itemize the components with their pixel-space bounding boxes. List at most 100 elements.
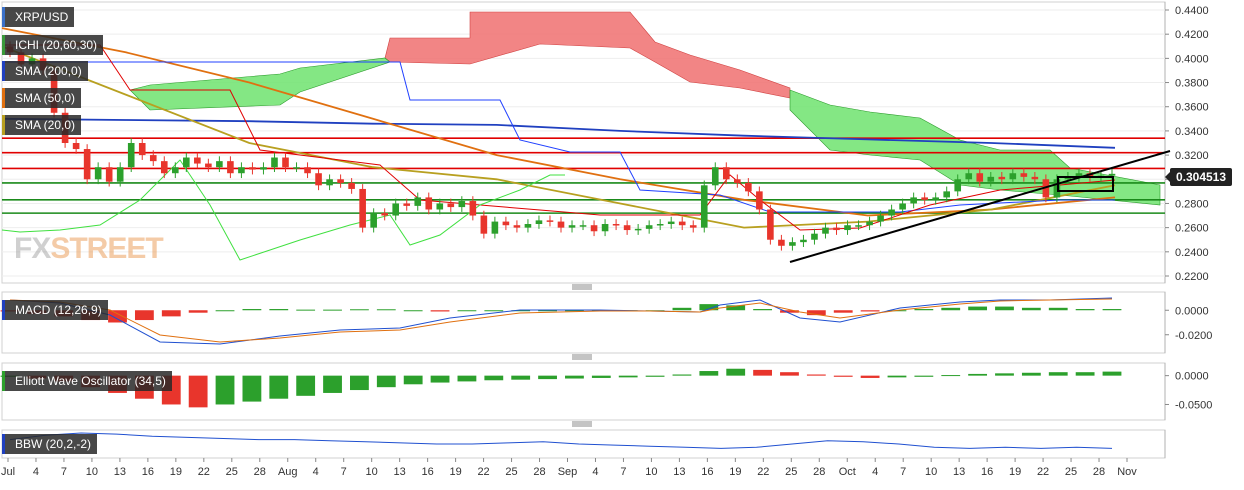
candle-body-1 — [17, 52, 25, 65]
candle-body-54 — [601, 224, 609, 232]
candle-body-34 — [381, 213, 388, 216]
macd-bar-38 — [1021, 307, 1041, 311]
candle-body-29 — [326, 179, 333, 186]
candle-body-60 — [667, 221, 675, 225]
watermark-fx: FX — [14, 232, 51, 265]
macd-bar-13 — [350, 309, 369, 311]
ewo-bar-27 — [726, 368, 746, 376]
macd-bar-39 — [1048, 307, 1068, 311]
candle-body-93 — [1031, 176, 1039, 180]
candle-body-96 — [1064, 176, 1072, 180]
candle-body-68 — [756, 191, 763, 210]
candle-body-19 — [216, 161, 223, 168]
legend-sma20-label: SMA (20,0) — [15, 118, 76, 132]
candle-body-94 — [1042, 179, 1050, 198]
x-tick-label-24: 13 — [673, 466, 685, 478]
legend-sma50[interactable]: SMA (50,0) — [2, 88, 82, 108]
candle-body-37 — [414, 197, 422, 206]
candle-body-63 — [700, 185, 708, 228]
legend-sma20[interactable]: SMA (20,0) — [2, 115, 82, 135]
macd-bar-41 — [1102, 309, 1122, 311]
ascending-trendline — [789, 150, 1171, 263]
x-tick-label-30: Oct — [839, 466, 856, 478]
candle-body-76 — [844, 225, 851, 231]
candle-body-84 — [932, 197, 939, 200]
candle-body-33 — [370, 213, 377, 228]
candle-body-89 — [987, 176, 995, 182]
macd-bar-9 — [242, 309, 262, 311]
legend-macd[interactable]: MACD (12,26,9) — [2, 300, 108, 320]
ewo-bar-36 — [968, 373, 988, 376]
macd-signal-line — [9, 298, 1113, 343]
candle-body-7 — [83, 149, 91, 180]
macd-bar-37 — [995, 306, 1014, 311]
macd-bar-12 — [323, 309, 342, 311]
ewo-bar-18 — [484, 375, 504, 381]
macd-bar-36 — [968, 306, 988, 311]
macd-bar-6 — [161, 310, 181, 317]
ewo-bar-13 — [350, 375, 369, 391]
legend-sma200[interactable]: SMA (200,0) — [2, 61, 88, 81]
sma20-line — [1, 45, 1116, 229]
candle-body-62 — [689, 225, 697, 228]
macd-bar-28 — [753, 309, 772, 311]
candle-body-81 — [899, 203, 906, 210]
legend-sma50-label: SMA (50,0) — [15, 91, 76, 105]
candle-body-20 — [227, 161, 234, 174]
candle-body-64 — [711, 167, 719, 186]
candle-body-15 — [171, 167, 179, 174]
ewo-bar-10 — [269, 375, 289, 399]
candle-body-48 — [535, 220, 543, 225]
candle-body-39 — [436, 203, 444, 210]
x-tick-label-34: 13 — [953, 466, 965, 478]
candle-body-58 — [645, 225, 653, 229]
x-tick-label-11: 4 — [313, 466, 319, 478]
candle-body-41 — [458, 201, 466, 208]
macd-bar-15 — [403, 310, 423, 312]
ewo-bar-38 — [1021, 372, 1041, 376]
x-tick-label-28: 25 — [785, 466, 797, 478]
main-ytick-label-10: 0.2400 — [1175, 247, 1209, 259]
candle-body-36 — [403, 203, 411, 206]
candle-body-55 — [612, 224, 620, 226]
x-tick-label-17: 22 — [477, 466, 489, 478]
candle-body-66 — [734, 179, 741, 183]
sma50-line — [1, 27, 1116, 217]
legend-ewo[interactable]: Elliott Wave Oscillator (34,5) — [2, 371, 172, 391]
x-tick-label-4: 13 — [114, 466, 126, 478]
legend-pair[interactable]: XRP/USD — [2, 7, 75, 27]
candle-body-38 — [425, 197, 433, 210]
macd-bar-20 — [538, 310, 557, 312]
ewo-bar-31 — [833, 375, 853, 377]
candle-body-40 — [447, 203, 455, 208]
candle-body-91 — [1009, 173, 1017, 180]
candle-body-72 — [800, 239, 807, 243]
candle-body-86 — [954, 179, 962, 192]
candle-body-22 — [249, 167, 256, 170]
ewo-bar-28 — [753, 369, 772, 376]
x-tick-label-38: 25 — [1065, 466, 1077, 478]
x-tick-label-6: 19 — [170, 466, 182, 478]
candle-body-43 — [480, 215, 488, 234]
legend-ewo-label: Elliott Wave Oscillator (34,5) — [15, 374, 166, 388]
x-tick-label-15: 16 — [422, 466, 434, 478]
main-ytick-label-8: 0.2800 — [1175, 198, 1209, 210]
ewo-bar-17 — [457, 375, 477, 382]
ewo-bar-22 — [591, 375, 611, 378]
x-tick-label-5: 16 — [142, 466, 154, 478]
candle-body-47 — [524, 224, 532, 228]
legend-ichimoku[interactable]: ICHI (20,60,30) — [2, 35, 104, 55]
x-tick-label-8: 25 — [226, 466, 238, 478]
candle-body-16 — [183, 157, 190, 168]
macd-bar-14 — [376, 309, 396, 311]
x-tick-label-3: 10 — [86, 466, 98, 478]
ewo-bar-32 — [860, 375, 880, 378]
candle-body-67 — [745, 182, 752, 192]
candle-body-52 — [579, 225, 587, 227]
x-tick-label-21: 4 — [592, 466, 598, 478]
ewo-bar-9 — [242, 375, 262, 402]
candle-body-13 — [149, 155, 157, 162]
macd-bar-26 — [699, 304, 719, 311]
legend-bbw[interactable]: BBW (20,2,-2) — [2, 434, 98, 454]
